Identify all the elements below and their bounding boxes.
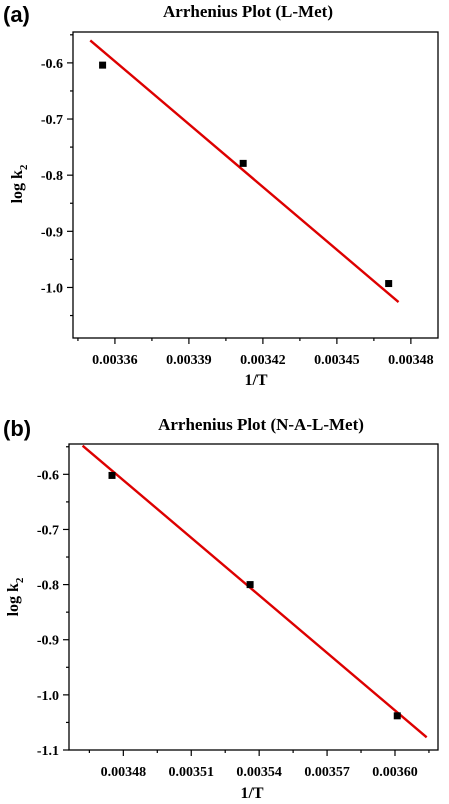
x-tick-label: 0.00351 (168, 765, 214, 780)
x-tick-label: 0.00357 (304, 765, 350, 780)
data-point (99, 61, 107, 69)
panel-label: (b) (3, 416, 31, 441)
y-tick-label: -0.8 (41, 169, 63, 184)
plot-frame (72, 31, 439, 339)
data-point (246, 581, 254, 589)
y-tick-label: -0.7 (41, 113, 63, 128)
y-tick-label: -1.0 (41, 281, 63, 296)
y-axis-label: log k2 (9, 164, 30, 203)
x-tick-label: 0.00342 (240, 353, 286, 368)
x-tick-label: 0.00336 (92, 353, 138, 368)
y-tick-label: -0.6 (37, 468, 59, 483)
x-tick-labels: 0.00348 0.00351 0.00354 0.00357 0.00360 (101, 765, 418, 780)
fit-line (81, 444, 428, 739)
data-point (108, 471, 116, 479)
chart-title: Arrhenius Plot (L-Met) (163, 2, 333, 21)
data-point (393, 712, 401, 720)
x-axis-label: 1/T (244, 372, 267, 389)
y-axis-label-main: log k (9, 170, 26, 203)
plot-frame (68, 443, 439, 751)
x-tick-label: 0.00345 (314, 353, 360, 368)
y-tick-label: -0.9 (41, 225, 63, 240)
x-tick-label: 0.00354 (236, 765, 282, 780)
tick-marks (63, 446, 430, 756)
y-tick-label: -0.9 (37, 634, 59, 649)
data-points (99, 61, 393, 288)
y-axis-label: log k2 (5, 577, 26, 616)
y-axis-label-subscript: 2 (18, 164, 30, 170)
x-tick-labels: 0.00336 0.00339 0.00342 0.00345 0.00348 (92, 353, 433, 368)
y-tick-labels: -1.0 -0.9 -0.8 -0.7 -0.6 (41, 57, 63, 297)
y-tick-label: -0.6 (41, 57, 63, 72)
y-tick-label: -0.8 (37, 579, 59, 594)
chart-title: Arrhenius Plot (N-A-L-Met) (158, 415, 364, 434)
x-tick-label: 0.00348 (388, 353, 434, 368)
x-tick-label: 0.00360 (372, 765, 418, 780)
x-tick-label: 0.00348 (101, 765, 147, 780)
panel-label: (a) (3, 2, 30, 27)
data-point (239, 159, 247, 167)
x-axis-label: 1/T (240, 785, 263, 802)
y-axis-label-main: log k (5, 583, 22, 616)
y-tick-labels: -1.1 -1.0 -0.9 -0.8 -0.7 -0.6 (37, 468, 59, 759)
y-axis-label-subscript: 2 (14, 577, 26, 583)
y-tick-label: -1.0 (37, 689, 59, 704)
data-point (385, 280, 393, 288)
chart-panel-a: (a) Arrhenius Plot (L-Met) 0.00336 0.0033… (3, 2, 439, 389)
y-tick-label: -0.7 (37, 523, 59, 538)
data-points (108, 471, 401, 720)
x-tick-label: 0.00339 (166, 353, 212, 368)
y-tick-label: -1.1 (37, 744, 59, 759)
chart-panel-b: (b) Arrhenius Plot (N-A-L-Met) 0.00348 0.… (3, 415, 439, 802)
tick-marks (67, 34, 412, 344)
fit-line (89, 39, 400, 303)
